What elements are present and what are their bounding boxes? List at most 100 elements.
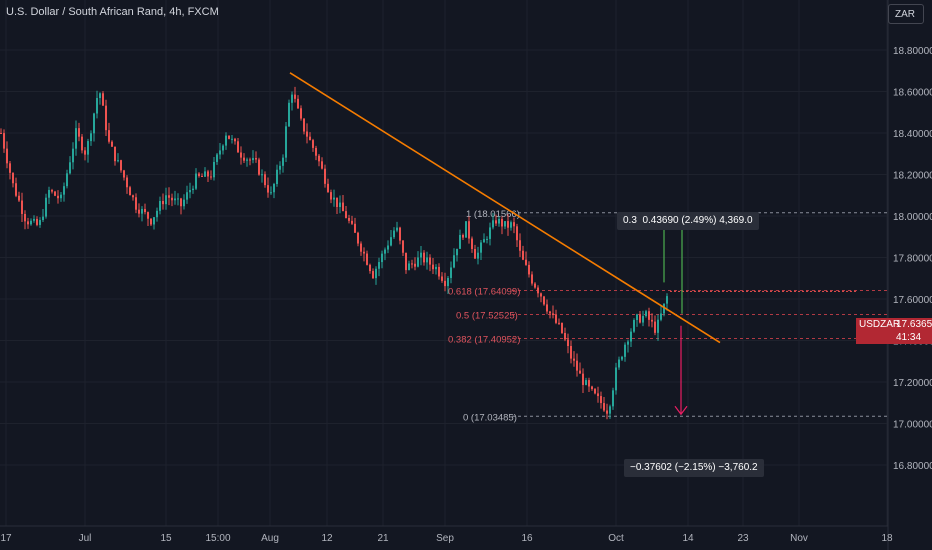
- candle-body: [498, 218, 500, 224]
- candle-body: [120, 160, 122, 171]
- candle-body: [393, 230, 395, 238]
- candle-body: [216, 154, 218, 162]
- candle-body: [327, 183, 329, 193]
- candle-body: [567, 339, 569, 347]
- time-tick-label: Oct: [608, 533, 624, 544]
- candle-body: [507, 221, 509, 228]
- candle-body: [318, 155, 320, 162]
- candle-body: [360, 243, 362, 252]
- candle-body: [180, 198, 182, 207]
- trend-line[interactable]: [289, 72, 721, 344]
- fib-level-label: 0.618 (17.64099): [448, 286, 520, 297]
- candle-body: [609, 406, 611, 414]
- price-tick-label: 17.20000: [893, 378, 932, 389]
- candle-body: [627, 341, 629, 345]
- candle-body: [93, 113, 95, 134]
- candle-body: [372, 271, 374, 279]
- candle-body: [504, 221, 506, 227]
- measure-up-prefix: 0.3: [623, 215, 637, 226]
- candle-body: [588, 380, 590, 387]
- candle-body: [315, 147, 317, 156]
- candle-body: [405, 252, 407, 271]
- candle-body: [387, 245, 389, 250]
- candle-body: [321, 161, 323, 169]
- time-tick-label: 15:00: [205, 533, 230, 544]
- fib-level-label: 0.382 (17.40952): [448, 335, 520, 346]
- price-axis[interactable]: 18.80000 18.60000 18.40000 18.20000 18.00000…: [893, 46, 932, 472]
- candle-body: [450, 267, 452, 278]
- candle-body: [312, 140, 314, 148]
- candle-body: [54, 191, 56, 196]
- candle-body: [483, 239, 485, 243]
- candle-body: [357, 232, 359, 244]
- candle-body: [39, 220, 41, 225]
- candle-body: [399, 227, 401, 241]
- candle-body: [159, 200, 161, 211]
- candle-body: [258, 159, 260, 175]
- fibonacci-retracement[interactable]: 1 (18.01566)0.618 (17.64099)0.5 (17.5252…: [448, 209, 888, 424]
- candle-body: [411, 263, 413, 265]
- candle-body: [525, 259, 527, 265]
- candle-body: [123, 170, 125, 178]
- candle-body: [585, 380, 587, 385]
- candle-body: [501, 218, 503, 227]
- candle-body: [564, 332, 566, 340]
- candle-body: [624, 344, 626, 357]
- candle-body: [570, 346, 572, 359]
- descending-trendline[interactable]: [289, 72, 721, 344]
- candle-body: [273, 183, 275, 193]
- fib-level-label: 0.5 (17.52525): [456, 311, 518, 322]
- candle-body: [555, 314, 557, 323]
- candle-body: [480, 242, 482, 253]
- candle-body: [435, 266, 437, 270]
- candle-body: [426, 257, 428, 263]
- time-tick-label: 16: [521, 533, 533, 544]
- candle-body: [114, 146, 116, 162]
- candle-body: [447, 277, 449, 287]
- candle-body: [9, 163, 11, 173]
- time-axis[interactable]: 17 Jul 15 15:00 Aug 12 21 Sep 16 Oct 14 23 Nov 18: [0, 533, 893, 544]
- candle-body: [195, 173, 197, 189]
- candle-body: [354, 223, 356, 233]
- target-down-arrow[interactable]: [674, 325, 688, 416]
- candle-body: [27, 221, 29, 225]
- candle-body: [396, 227, 398, 231]
- candle-body: [558, 322, 560, 324]
- candle-body: [429, 257, 431, 265]
- candle-body: [204, 171, 206, 177]
- currency-button[interactable]: ZAR: [888, 4, 924, 24]
- candle-body: [330, 192, 332, 200]
- candle-body: [666, 296, 668, 304]
- candle-body: [660, 313, 662, 320]
- candle-body: [348, 217, 350, 221]
- candle-body: [24, 213, 26, 222]
- price-tick-label: 17.00000: [893, 420, 932, 431]
- candle-body: [138, 209, 140, 214]
- candle-body: [654, 321, 656, 333]
- candle-body: [15, 183, 17, 196]
- grid-lines: [0, 0, 888, 526]
- candle-body: [198, 173, 200, 176]
- candle-body: [615, 367, 617, 391]
- candle-body: [486, 238, 488, 240]
- candle-body: [252, 158, 254, 161]
- measure-down-label[interactable]: −0.37602 (−2.15%) −3,760.2: [624, 459, 764, 477]
- candle-body: [150, 218, 152, 225]
- time-tick-label: Nov: [790, 533, 808, 544]
- candle-body: [618, 359, 620, 368]
- candle-body: [459, 234, 461, 249]
- price-tick-label: 18.80000: [893, 46, 932, 57]
- candle-body: [462, 234, 464, 238]
- candle-body: [636, 314, 638, 321]
- candle-body: [573, 358, 575, 361]
- candle-body: [279, 165, 281, 170]
- candle-body: [267, 185, 269, 193]
- candle-body: [438, 266, 440, 277]
- candle-body: [342, 202, 344, 212]
- candle-body: [231, 138, 233, 140]
- measure-up-label[interactable]: 0.3 0.43690 (2.49%) 4,369.0: [617, 212, 759, 230]
- candle-body: [561, 322, 563, 333]
- candle-body: [288, 102, 290, 127]
- candle-body: [297, 98, 299, 109]
